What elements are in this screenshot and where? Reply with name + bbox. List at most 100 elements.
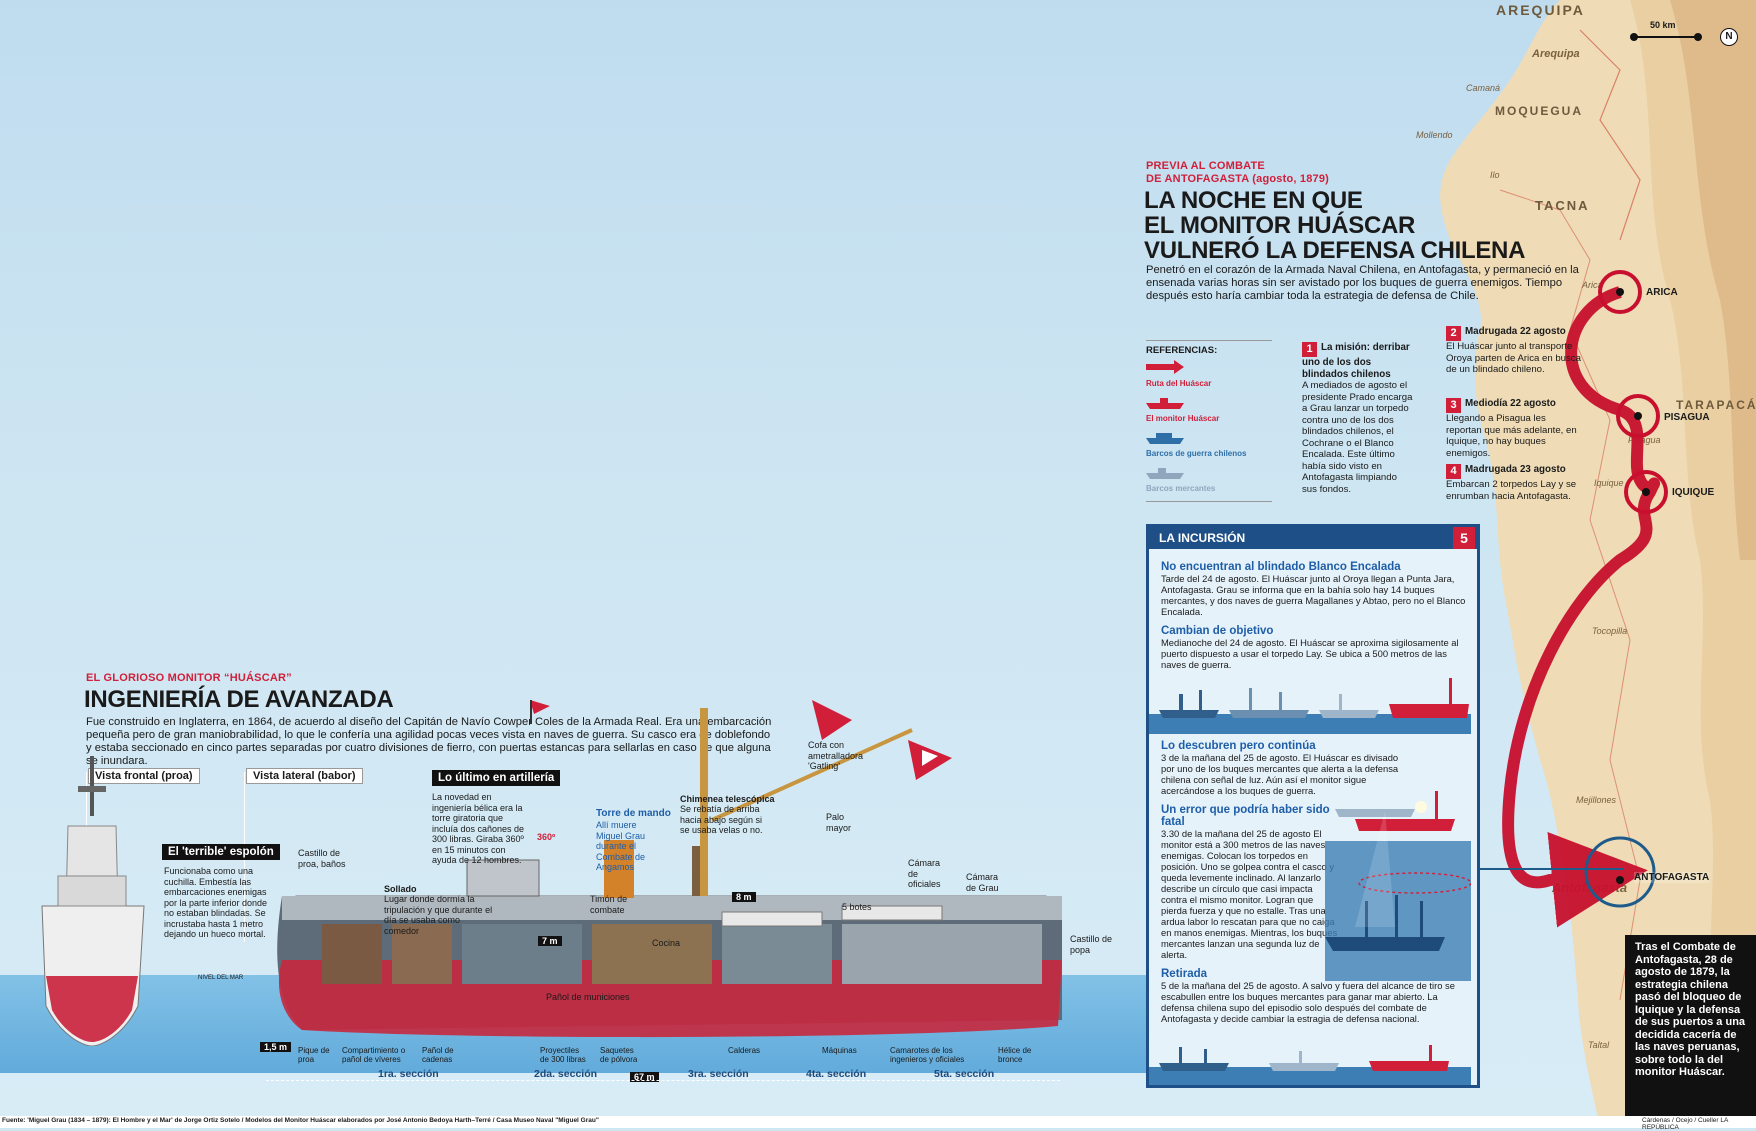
block-1-text: Tarde del 24 de agosto. El Huáscar junto… (1161, 573, 1466, 617)
city-pisagua: Pisagua (1628, 435, 1661, 445)
final-note: Tras el Combate de Antofagasta, 28 de ag… (1625, 935, 1756, 1118)
sea-level-label: NIVEL DEL MAR (198, 975, 244, 981)
step-4: 4 Madrugada 23 agosto Embarcan 2 torpedos… (1446, 464, 1582, 502)
title-line-3: VULNERÓ LA DEFENSA CHILENA (1144, 237, 1526, 264)
footer-bar (0, 1116, 1756, 1128)
ship-intro: Fue construido en Inglaterra, en 1864, d… (86, 716, 772, 767)
step-2-number: 2 (1446, 326, 1461, 341)
label-cadenas: Pañol de cadenas (422, 1046, 454, 1064)
step-4-text: Embarcan 2 torpedos Lay y se enrumban ha… (1446, 479, 1577, 502)
region-arequipa: AREQUIPA (1496, 2, 1585, 18)
city-tocopilla: Tocopilla (1592, 626, 1628, 636)
city-taltal: Taltal (1588, 1040, 1610, 1050)
city-arica: Arica (1582, 280, 1603, 290)
measure-1-5m: 1,5 m (260, 1042, 292, 1052)
city-camana: Camaná (1466, 83, 1501, 93)
region-tarapaca: TARAPACÁ (1676, 398, 1756, 412)
step-4-number: 4 (1446, 464, 1461, 479)
incursion-title: LA INCURSIÓN (1159, 531, 1246, 545)
label-botes: 5 botes (842, 902, 872, 912)
footer-source: Fuente: 'Miguel Grau (1834 – 1879): El H… (2, 1117, 599, 1124)
peru-flag-icon (908, 740, 952, 785)
section-5: 5ta. sección (934, 1068, 995, 1080)
step-3-text: Llegando a Pisagua les reportan que más … (1446, 413, 1577, 459)
block-3-text: 3 de la mañana del 25 de agosto. El Huás… (1161, 752, 1399, 796)
label-cofa: Cofa con ametralladora 'Gatling' (808, 740, 864, 771)
ships-illustration-1 (1149, 678, 1471, 734)
measure-7m: 7 m (538, 936, 562, 946)
block-3-head: Lo descubren pero continúa (1161, 740, 1316, 752)
incursion-number: 5 (1453, 527, 1475, 549)
block-5-text: 5 de la mañana del 25 de agosto. A salvo… (1161, 980, 1455, 1024)
section-1: 1ra. sección (378, 1068, 439, 1080)
previa-intro: Penetró en el corazón de la Armada Naval… (1146, 264, 1579, 302)
footer-credits: Cárdenas / Ocejo / Cueller LA REPÚBLICA (1642, 1117, 1728, 1131)
city-iquique: Iquique (1594, 478, 1624, 488)
step-2-head: Madrugada 22 agosto (1465, 326, 1566, 337)
ship-title: INGENIERÍA DE AVANZADA (84, 686, 394, 713)
previa-kicker-2: DE ANTOFAGASTA (agosto, 1879) (1146, 173, 1330, 185)
torre-text: Allí muere Miguel Grau durante el Combat… (596, 820, 646, 872)
step-1-text: A mediados de agosto el presidente Prado… (1302, 380, 1413, 495)
label-maquinas: Máquinas (822, 1046, 857, 1055)
block-2-head: Cambian de objetivo (1161, 625, 1274, 637)
route-arrow-icon (1146, 360, 1184, 374)
label-castillo-popa: Castillo de popa (1070, 934, 1113, 955)
label-saquetes: Saquetes de pólvora (600, 1046, 638, 1064)
city-mollendo: Mollendo (1416, 130, 1453, 140)
label-compart: Compartimiento o pañol de víveres (342, 1046, 406, 1064)
torpedo-scene (1325, 791, 1471, 981)
previa-kicker-1: PREVIA AL COMBATE (1146, 160, 1265, 172)
title-line-2: EL MONITOR HUÁSCAR (1144, 212, 1416, 239)
legend-monitor: El monitor Huáscar (1146, 414, 1220, 423)
step-3: 3 Mediodía 22 agosto Llegando a Pisagua l… (1446, 398, 1582, 459)
block-5-head: Retirada (1161, 968, 1208, 980)
incursion-panel: LA INCURSIÓN 5 No encuentran al blindado … (1146, 524, 1480, 1088)
view-front-label: Vista frontal (proa) (88, 768, 200, 784)
measure-67m: 67 m (630, 1072, 659, 1082)
incursion-header: LA INCURSIÓN 5 (1149, 527, 1477, 549)
city-arequipa: Arequipa (1532, 48, 1580, 60)
step-1-head: La misión: derribar uno de los dos blind… (1302, 342, 1410, 380)
region-moquegua: MOQUEGUA (1495, 104, 1583, 118)
step-4-head: Madrugada 23 agosto (1465, 464, 1566, 475)
legend-merchants: Barcos mercantes (1146, 484, 1216, 493)
sollado-text: Lugar donde dormía la tripulación y que … (384, 894, 493, 936)
legend-title: REFERENCIAS: (1146, 345, 1218, 356)
legend-route: Ruta del Huáscar (1146, 379, 1212, 388)
step-1: 1 La misión: derribar uno de los dos blin… (1302, 342, 1414, 495)
route-iquique: IQUIQUE (1672, 487, 1715, 498)
label-helice: Hélice de bronce (998, 1046, 1032, 1064)
label-calderas: Calderas (728, 1046, 761, 1055)
legend: REFERENCIAS: Ruta del Huáscar El monitor… (1146, 340, 1272, 502)
warship-icon (1146, 433, 1184, 444)
block-2-text: Medianoche del 24 de agosto. El Huáscar … (1161, 637, 1459, 670)
label-camara-oficiales: Cámara de oficiales (908, 858, 941, 889)
monitor-ship-icon (1146, 398, 1184, 409)
espolon-title: El 'terrible' espolón (162, 844, 280, 860)
north-compass-icon: N (1720, 28, 1738, 46)
front-view-ship (41, 756, 145, 1046)
label-castillo-proa: Castillo de proa, baños (298, 848, 346, 869)
route-pisagua: PISAGUA (1664, 412, 1710, 423)
ship-kicker: EL GLORIOSO MONITOR “HUÁSCAR” (86, 672, 292, 684)
route-arica: ARICA (1646, 287, 1678, 298)
step-1-number: 1 (1302, 342, 1317, 357)
section-3: 3ra. sección (688, 1068, 749, 1080)
city-mejillones: Mejillones (1576, 795, 1617, 805)
side-view-ship (277, 700, 1062, 1038)
section-2: 2da. sección (534, 1068, 598, 1080)
view-side-label: Vista lateral (babor) (246, 768, 363, 784)
block-4-text: 3.30 de la mañana del 25 de agosto El mo… (1161, 828, 1338, 960)
coast-map (1440, 0, 1756, 1128)
scale-label: 50 km (1650, 20, 1676, 30)
legend-warships: Barcos de guerra chilenos (1146, 449, 1247, 458)
rotation-label: 360º (537, 832, 556, 842)
block-4-head: Un error que podría haber sido fatal (1161, 804, 1330, 828)
step-2-text: El Huáscar junto al transporte Oroya par… (1446, 341, 1581, 375)
map-scale: 50 km (1630, 20, 1710, 42)
label-camarotes: Camarotes de los ingenieros y oficiales (890, 1046, 965, 1064)
label-timon: Timón de combate (590, 894, 628, 915)
block-1-head: No encuentran al blindado Blanco Encalad… (1161, 561, 1401, 573)
measure-8m: 8 m (732, 892, 756, 902)
